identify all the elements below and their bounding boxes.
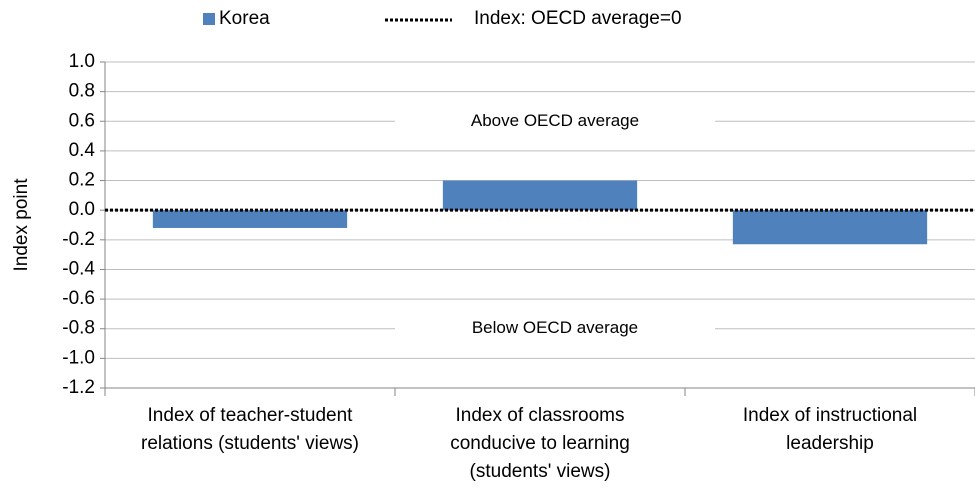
y-tick-label: -0.8 — [62, 318, 95, 339]
y-tick-label: -1.0 — [62, 347, 95, 368]
x-tick-label: Index of teacher-student — [148, 405, 354, 426]
y-axis-label: Index point — [11, 178, 32, 272]
legend-label: Korea — [219, 8, 270, 29]
annotation-background — [395, 316, 715, 341]
x-tick-label: leadership — [786, 433, 874, 454]
y-tick-label: -0.6 — [62, 288, 95, 309]
y-tick-label: 0.6 — [69, 110, 95, 131]
legend-label: Index: OECD average=0 — [474, 8, 682, 29]
y-tick-label: -0.4 — [62, 258, 95, 279]
annotation-background — [395, 109, 715, 134]
bar — [442, 180, 638, 211]
x-tick-label: (students' views) — [470, 461, 611, 482]
bar — [152, 210, 348, 228]
legend-swatch — [203, 13, 215, 25]
annotation: Below OECD average — [472, 318, 638, 337]
y-tick-label: 1.0 — [69, 51, 95, 72]
annotation: Above OECD average — [471, 111, 639, 130]
x-tick-label: conducive to learning — [450, 433, 630, 454]
y-tick-label: 0.8 — [69, 81, 95, 102]
x-tick-label: Index of classrooms — [456, 405, 625, 426]
y-tick-label: 0.0 — [69, 199, 95, 220]
y-tick-label: 0.4 — [69, 140, 96, 161]
y-tick-label: 0.2 — [69, 170, 95, 191]
y-tick-label: -1.2 — [62, 377, 95, 398]
y-tick-label: -0.2 — [62, 229, 95, 250]
bar — [732, 210, 928, 245]
x-tick-label: relations (students' views) — [141, 433, 359, 454]
x-tick-label: Index of instructional — [743, 405, 917, 426]
